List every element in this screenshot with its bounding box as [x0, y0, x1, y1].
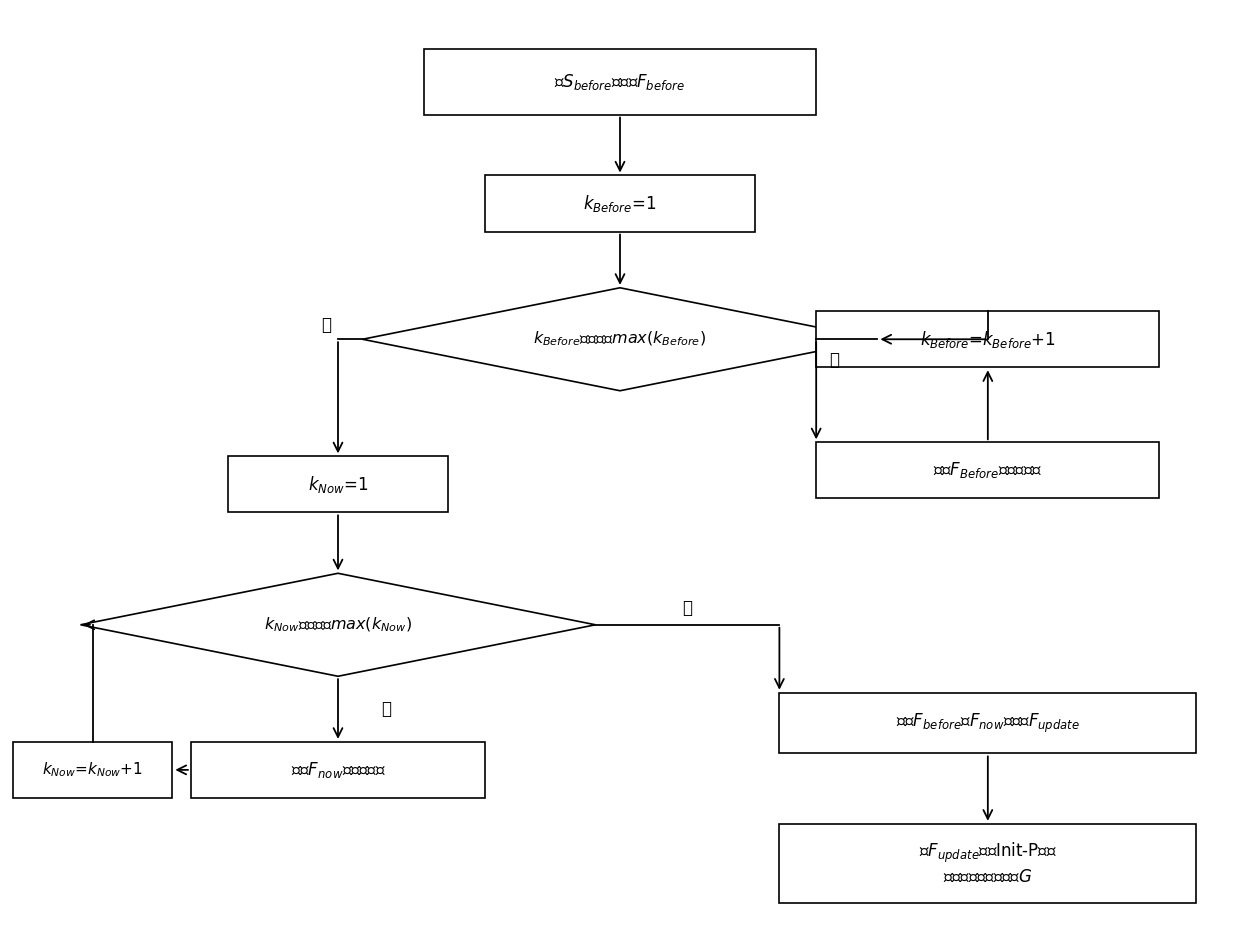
Polygon shape	[81, 573, 595, 676]
Text: 对$F_{update}$采用Init-P算法
得到当前部署的链路$G$: 对$F_{update}$采用Init-P算法 得到当前部署的链路$G$	[919, 841, 1056, 886]
Text: $k_{Now}$=1: $k_{Now}$=1	[308, 474, 368, 495]
FancyBboxPatch shape	[228, 456, 449, 512]
Text: 计算$F_{now}$的当前频率: 计算$F_{now}$的当前频率	[290, 760, 386, 780]
FancyBboxPatch shape	[424, 49, 816, 115]
Text: 否: 否	[682, 598, 692, 617]
Text: 是: 是	[381, 700, 391, 718]
FancyBboxPatch shape	[780, 824, 1197, 903]
Polygon shape	[362, 288, 878, 390]
FancyBboxPatch shape	[816, 312, 1159, 368]
FancyBboxPatch shape	[780, 693, 1197, 753]
Text: $k_{Now}$=$k_{Now}$+1: $k_{Now}$=$k_{Now}$+1	[42, 761, 143, 779]
FancyBboxPatch shape	[485, 176, 755, 232]
Text: $k_{Before}$=1: $k_{Before}$=1	[583, 193, 657, 214]
Text: 计算$F_{Before}$的当前频率: 计算$F_{Before}$的当前频率	[934, 461, 1043, 481]
Text: 否: 否	[321, 316, 331, 334]
Text: $k_{Before}$=$k_{Before}$+1: $k_{Before}$=$k_{Before}$+1	[920, 329, 1055, 350]
Text: $k_{Before}$是否小于$max$($k_{Before}$): $k_{Before}$是否小于$max$($k_{Before}$)	[533, 330, 707, 349]
Text: 计算$F_{before}$和$F_{now}$的并集$F_{update}$: 计算$F_{before}$和$F_{now}$的并集$F_{update}$	[895, 712, 1080, 734]
Text: 将$S_{before}$转化为$F_{before}$: 将$S_{before}$转化为$F_{before}$	[554, 72, 686, 92]
FancyBboxPatch shape	[14, 742, 172, 798]
Text: 是: 是	[830, 351, 839, 369]
Text: $k_{Now}$是否小于$max$($k_{Now}$): $k_{Now}$是否小于$max$($k_{Now}$)	[264, 616, 412, 634]
FancyBboxPatch shape	[816, 443, 1159, 499]
FancyBboxPatch shape	[191, 742, 485, 798]
